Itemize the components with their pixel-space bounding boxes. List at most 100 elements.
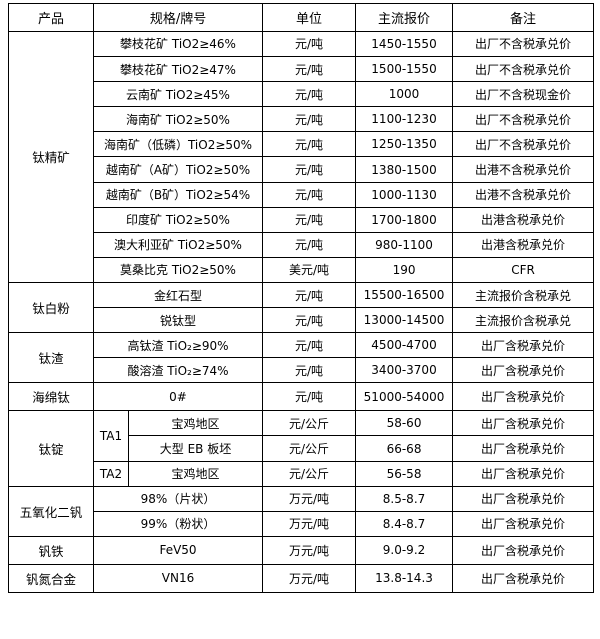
table-row: TA2 宝鸡地区 元/公斤 56-58 出厂含税承兑价 bbox=[9, 460, 595, 487]
col-header-spec: 规格/牌号 bbox=[92, 3, 264, 32]
table-row: 锐钛型 元/吨 13000-14500 主流报价含税承兑 bbox=[9, 307, 595, 334]
note-cell: CFR bbox=[452, 256, 595, 284]
unit-cell: 元/吨 bbox=[262, 106, 357, 133]
table-row: 云南矿 TiO2≥45% 元/吨 1000 出厂不含税现金价 bbox=[9, 81, 595, 108]
note-cell: 出厂不含税承兑价 bbox=[452, 56, 595, 83]
spec-cell: 99%（粉状） bbox=[92, 510, 264, 537]
price-cell: 1500-1550 bbox=[355, 56, 454, 83]
price-cell: 1000-1130 bbox=[355, 181, 454, 208]
unit-cell: 元/吨 bbox=[262, 281, 357, 309]
price-cell: 1700-1800 bbox=[355, 206, 454, 233]
note-cell: 出厂含税承兑价 bbox=[452, 485, 595, 512]
col-header-price: 主流报价 bbox=[355, 3, 454, 32]
table-row: 印度矿 TiO2≥50% 元/吨 1700-1800 出港含税承兑价 bbox=[9, 206, 595, 233]
price-cell: 66-68 bbox=[355, 435, 454, 462]
note-cell: 出港含税承兑价 bbox=[452, 231, 595, 258]
unit-cell: 元/公斤 bbox=[262, 460, 357, 487]
spec-cell: 印度矿 TiO2≥50% bbox=[92, 206, 264, 233]
unit-cell: 美元/吨 bbox=[262, 256, 357, 284]
col-header-note: 备注 bbox=[452, 3, 595, 32]
unit-cell: 元/吨 bbox=[262, 206, 357, 233]
unit-cell: 元/吨 bbox=[262, 30, 357, 58]
spec-cell: 98%（片状） bbox=[92, 485, 264, 512]
spec-cell: 0# bbox=[92, 382, 264, 412]
product-cell: 钛白粉 bbox=[8, 281, 94, 334]
grade-cell: TA1 bbox=[93, 410, 129, 462]
table-row: 钛白粉 金红石型 元/吨 15500-16500 主流报价含税承兑 bbox=[8, 281, 595, 334]
price-cell: 1100-1230 bbox=[355, 106, 454, 133]
note-cell: 出港不含税承兑价 bbox=[452, 181, 595, 208]
note-cell: 出港含税承兑价 bbox=[452, 206, 595, 233]
spec-cell: 莫桑比克 TiO2≥50% bbox=[92, 256, 264, 284]
price-cell: 1000 bbox=[355, 81, 454, 108]
product-cell: 钛渣 bbox=[8, 332, 94, 384]
table-row: 钛渣 高钛渣 TiO₂≥90% 元/吨 4500-4700 出厂含税承兑价 bbox=[8, 332, 595, 384]
unit-cell: 万元/吨 bbox=[262, 485, 357, 512]
spec-cell: FeV50 bbox=[92, 535, 264, 565]
product-cell: 钒铁 bbox=[8, 535, 94, 565]
spec-cell: 宝鸡地区 bbox=[127, 460, 264, 487]
note-cell: 出厂含税承兑价 bbox=[452, 382, 595, 412]
unit-cell: 元/吨 bbox=[262, 332, 357, 359]
spec-cell: 越南矿（A矿）TiO2≥50% bbox=[92, 156, 264, 183]
table-row: 五氧化二钒 98%（片状） 万元/吨 8.5-8.7 出厂含税承兑价 bbox=[8, 485, 595, 537]
unit-cell: 元/公斤 bbox=[262, 435, 357, 462]
table-row: 澳大利亚矿 TiO2≥50% 元/吨 980-1100 出港含税承兑价 bbox=[9, 231, 595, 258]
unit-cell: 元/吨 bbox=[262, 81, 357, 108]
price-cell: 56-58 bbox=[355, 460, 454, 487]
spec-cell: VN16 bbox=[92, 563, 264, 594]
unit-cell: 元/吨 bbox=[262, 307, 357, 334]
note-cell: 出厂含税承兑价 bbox=[452, 410, 595, 437]
spec-cell: 海南矿 TiO2≥50% bbox=[92, 106, 264, 133]
note-cell: 出厂含税承兑价 bbox=[452, 435, 595, 462]
table-row: 大型 EB 板坯 元/公斤 66-68 出厂含税承兑价 bbox=[9, 435, 595, 462]
unit-cell: 元/吨 bbox=[262, 156, 357, 183]
spec-cell: 锐钛型 bbox=[92, 307, 264, 334]
spec-cell: 高钛渣 TiO₂≥90% bbox=[92, 332, 264, 359]
unit-cell: 万元/吨 bbox=[262, 563, 357, 594]
table-row: 海绵钛 0# 元/吨 51000-54000 出厂含税承兑价 bbox=[8, 382, 595, 412]
grade-cell: TA2 bbox=[93, 460, 129, 487]
price-table: 产品 规格/牌号 单位 主流报价 备注 钛精矿 攀枝花矿 TiO2≥46% 元/… bbox=[8, 3, 595, 594]
note-cell: 主流报价含税承兑 bbox=[452, 281, 595, 309]
note-cell: 出厂含税承兑价 bbox=[452, 535, 595, 565]
table-row: 钛精矿 攀枝花矿 TiO2≥46% 元/吨 1450-1550 出厂不含税承兑价 bbox=[8, 30, 595, 284]
spec-cell: 宝鸡地区 bbox=[127, 410, 264, 437]
price-cell: 8.5-8.7 bbox=[355, 485, 454, 512]
unit-cell: 万元/吨 bbox=[262, 510, 357, 537]
price-cell: 1250-1350 bbox=[355, 131, 454, 158]
product-cell: 钛精矿 bbox=[8, 30, 94, 284]
price-cell: 13000-14500 bbox=[355, 307, 454, 334]
table-row: 攀枝花矿 TiO2≥47% 元/吨 1500-1550 出厂不含税承兑价 bbox=[9, 56, 595, 83]
unit-cell: 元/吨 bbox=[262, 382, 357, 412]
price-cell: 980-1100 bbox=[355, 231, 454, 258]
product-cell: 海绵钛 bbox=[8, 382, 94, 412]
spec-cell: 云南矿 TiO2≥45% bbox=[92, 81, 264, 108]
unit-cell: 元/吨 bbox=[262, 131, 357, 158]
unit-cell: 元/公斤 bbox=[262, 410, 357, 437]
table-row: 钒氮合金 VN16 万元/吨 13.8-14.3 出厂含税承兑价 bbox=[8, 563, 595, 594]
price-cell: 1380-1500 bbox=[355, 156, 454, 183]
table-row: 海南矿（低磷）TiO2≥50% 元/吨 1250-1350 出厂不含税承兑价 bbox=[9, 131, 595, 158]
unit-cell: 万元/吨 bbox=[262, 535, 357, 565]
price-cell: 190 bbox=[355, 256, 454, 284]
header-row: 产品 规格/牌号 单位 主流报价 备注 bbox=[8, 3, 595, 32]
spec-cell: 攀枝花矿 TiO2≥47% bbox=[92, 56, 264, 83]
note-cell: 出厂含税承兑价 bbox=[452, 510, 595, 537]
unit-cell: 元/吨 bbox=[262, 357, 357, 384]
table-row: 钛锭 TA1 宝鸡地区 元/公斤 58-60 出厂含税承兑价 bbox=[8, 410, 595, 487]
table-row: 99%（粉状） 万元/吨 8.4-8.7 出厂含税承兑价 bbox=[9, 510, 595, 537]
note-cell: 出厂不含税承兑价 bbox=[452, 131, 595, 158]
note-cell: 出厂含税承兑价 bbox=[452, 563, 595, 594]
spec-cell: 海南矿（低磷）TiO2≥50% bbox=[92, 131, 264, 158]
price-cell: 58-60 bbox=[355, 410, 454, 437]
price-cell: 1450-1550 bbox=[355, 30, 454, 58]
col-header-unit: 单位 bbox=[262, 3, 357, 32]
note-cell: 出厂不含税承兑价 bbox=[452, 106, 595, 133]
product-cell: 钒氮合金 bbox=[8, 563, 94, 594]
spec-cell: 越南矿（B矿）TiO2≥54% bbox=[92, 181, 264, 208]
table-row: 酸溶渣 TiO₂≥74% 元/吨 3400-3700 出厂含税承兑价 bbox=[9, 357, 595, 384]
price-cell: 8.4-8.7 bbox=[355, 510, 454, 537]
spec-cell: 攀枝花矿 TiO2≥46% bbox=[92, 30, 264, 58]
